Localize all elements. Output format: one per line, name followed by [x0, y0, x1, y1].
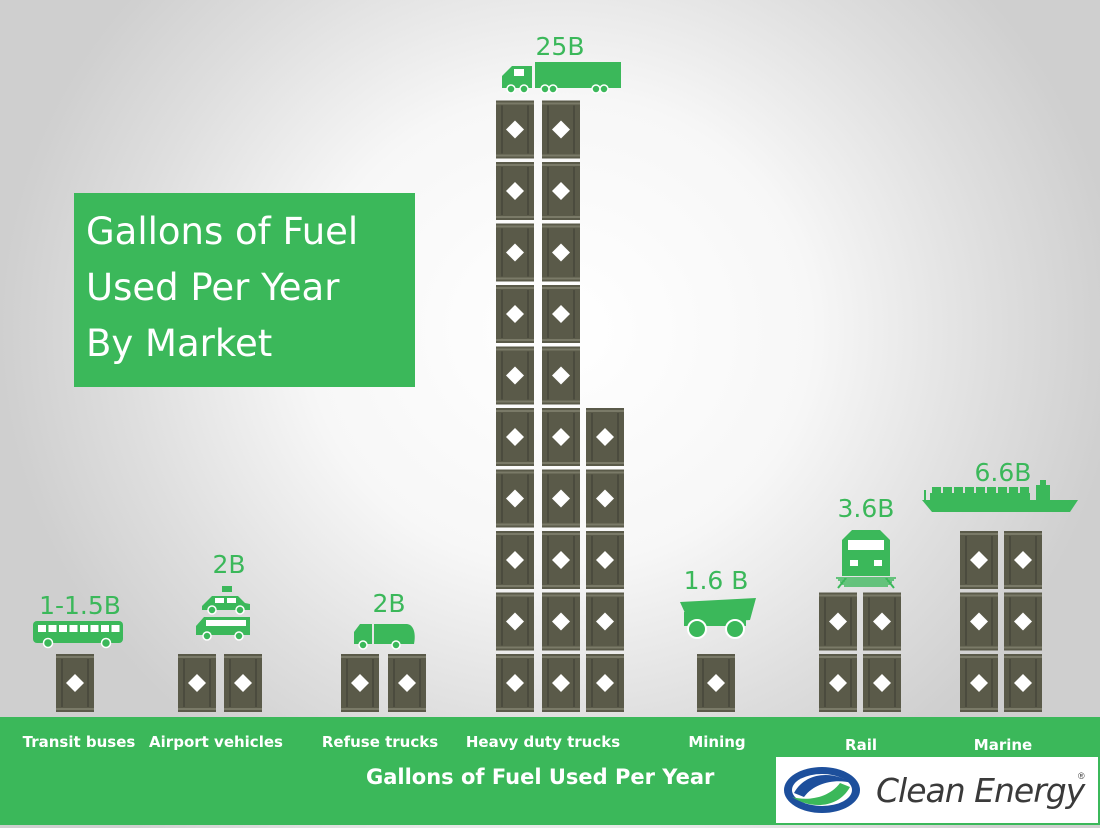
barrel-6-0-2 [960, 531, 998, 589]
barrel-3-0-2 [496, 531, 534, 589]
barrels-layer [56, 100, 1042, 712]
barrel-3-1-9 [542, 100, 580, 159]
barrel-3-2-1 [586, 592, 624, 651]
semi-truck-icon [502, 62, 621, 94]
barrel-3-1-3 [542, 469, 580, 528]
category-label-heavy-duty-trucks: Heavy duty trucks [465, 733, 621, 751]
category-label-airport-vehicles: Airport vehicles [149, 733, 283, 751]
category-label-transit-buses: Transit buses [22, 733, 136, 751]
mining-truck-icon [680, 598, 756, 639]
barrel-3-1-8 [542, 162, 580, 220]
barrel-3-0-8 [496, 162, 534, 220]
barrel-3-0-6 [496, 285, 534, 343]
bus-icon [33, 621, 123, 649]
barrel-6-1-1 [1004, 592, 1042, 651]
chart-title-line-3: By Market [86, 322, 273, 365]
value-label-0: 1-1.5B [39, 591, 121, 620]
barrel-5-1-1 [863, 592, 901, 651]
barrel-6-1-0 [1004, 654, 1042, 712]
barrel-3-0-4 [496, 408, 534, 466]
barrel-3-0-0 [496, 654, 534, 712]
barrel-3-2-4 [586, 408, 624, 466]
barrel-5-1-0 [863, 654, 901, 712]
barrel-6-0-1 [960, 592, 998, 651]
barrel-3-0-5 [496, 346, 534, 405]
barrel-5-0-1 [819, 592, 857, 651]
barrel-3-0-9 [496, 100, 534, 159]
barrel-1-1-0 [224, 654, 262, 712]
barrel-3-1-1 [542, 592, 580, 651]
barrel-3-2-2 [586, 531, 624, 589]
brand-name: Clean Energy [876, 771, 1085, 810]
barrel-4-0-0 [697, 654, 735, 712]
barrel-3-2-0 [586, 654, 624, 712]
value-labels-layer: 1-1.5B 2B 2B 25B 1.6 B 3.6B 6.6B [39, 32, 1031, 620]
barrel-3-1-7 [542, 223, 580, 282]
value-label-5: 3.6B [838, 494, 895, 523]
barrel-2-1-0 [388, 654, 426, 712]
barrel-6-0-0 [960, 654, 998, 712]
barrel-3-1-6 [542, 285, 580, 343]
barrel-3-1-5 [542, 346, 580, 405]
value-label-6: 6.6B [975, 458, 1032, 487]
value-label-3: 25B [536, 32, 585, 61]
brand-registered-mark: ® [1078, 771, 1085, 781]
barrel-3-2-3 [586, 469, 624, 528]
value-label-4: 1.6 B [684, 566, 749, 595]
refuse-truck-icon [354, 624, 415, 650]
clean-energy-swirl-icon [784, 767, 860, 813]
value-label-2: 2B [372, 589, 405, 618]
barrel-3-0-7 [496, 223, 534, 282]
barrel-0-0-0 [56, 654, 94, 712]
category-label-marine: Marine [973, 736, 1033, 754]
barrel-2-0-0 [341, 654, 379, 712]
barrel-3-1-0 [542, 654, 580, 712]
chart-title-line-1: Gallons of Fuel [86, 210, 359, 253]
locomotive-icon [836, 530, 896, 589]
category-label-refuse-trucks: Refuse trucks [321, 733, 439, 751]
clean-energy-logo: Clean Energy ® [776, 757, 1098, 823]
barrel-3-0-1 [496, 592, 534, 651]
category-label-mining: Mining [688, 733, 746, 751]
barrel-3-0-3 [496, 469, 534, 528]
chart-title-box: Gallons of Fuel Used Per Year By Market [74, 193, 415, 387]
category-label-rail: Rail [845, 736, 877, 754]
value-label-1: 2B [212, 550, 245, 579]
vehicles-layer [33, 62, 1078, 650]
barrel-5-0-0 [819, 654, 857, 712]
barrel-1-0-0 [178, 654, 216, 712]
cargo-ship-icon [922, 480, 1078, 512]
barrel-6-1-2 [1004, 531, 1042, 589]
x-axis-title: Gallons of Fuel Used Per Year [366, 765, 715, 789]
chart-title-line-2: Used Per Year [86, 266, 340, 309]
airport-vehicles-icon [196, 586, 250, 641]
barrel-3-1-4 [542, 408, 580, 466]
barrel-3-1-2 [542, 531, 580, 589]
